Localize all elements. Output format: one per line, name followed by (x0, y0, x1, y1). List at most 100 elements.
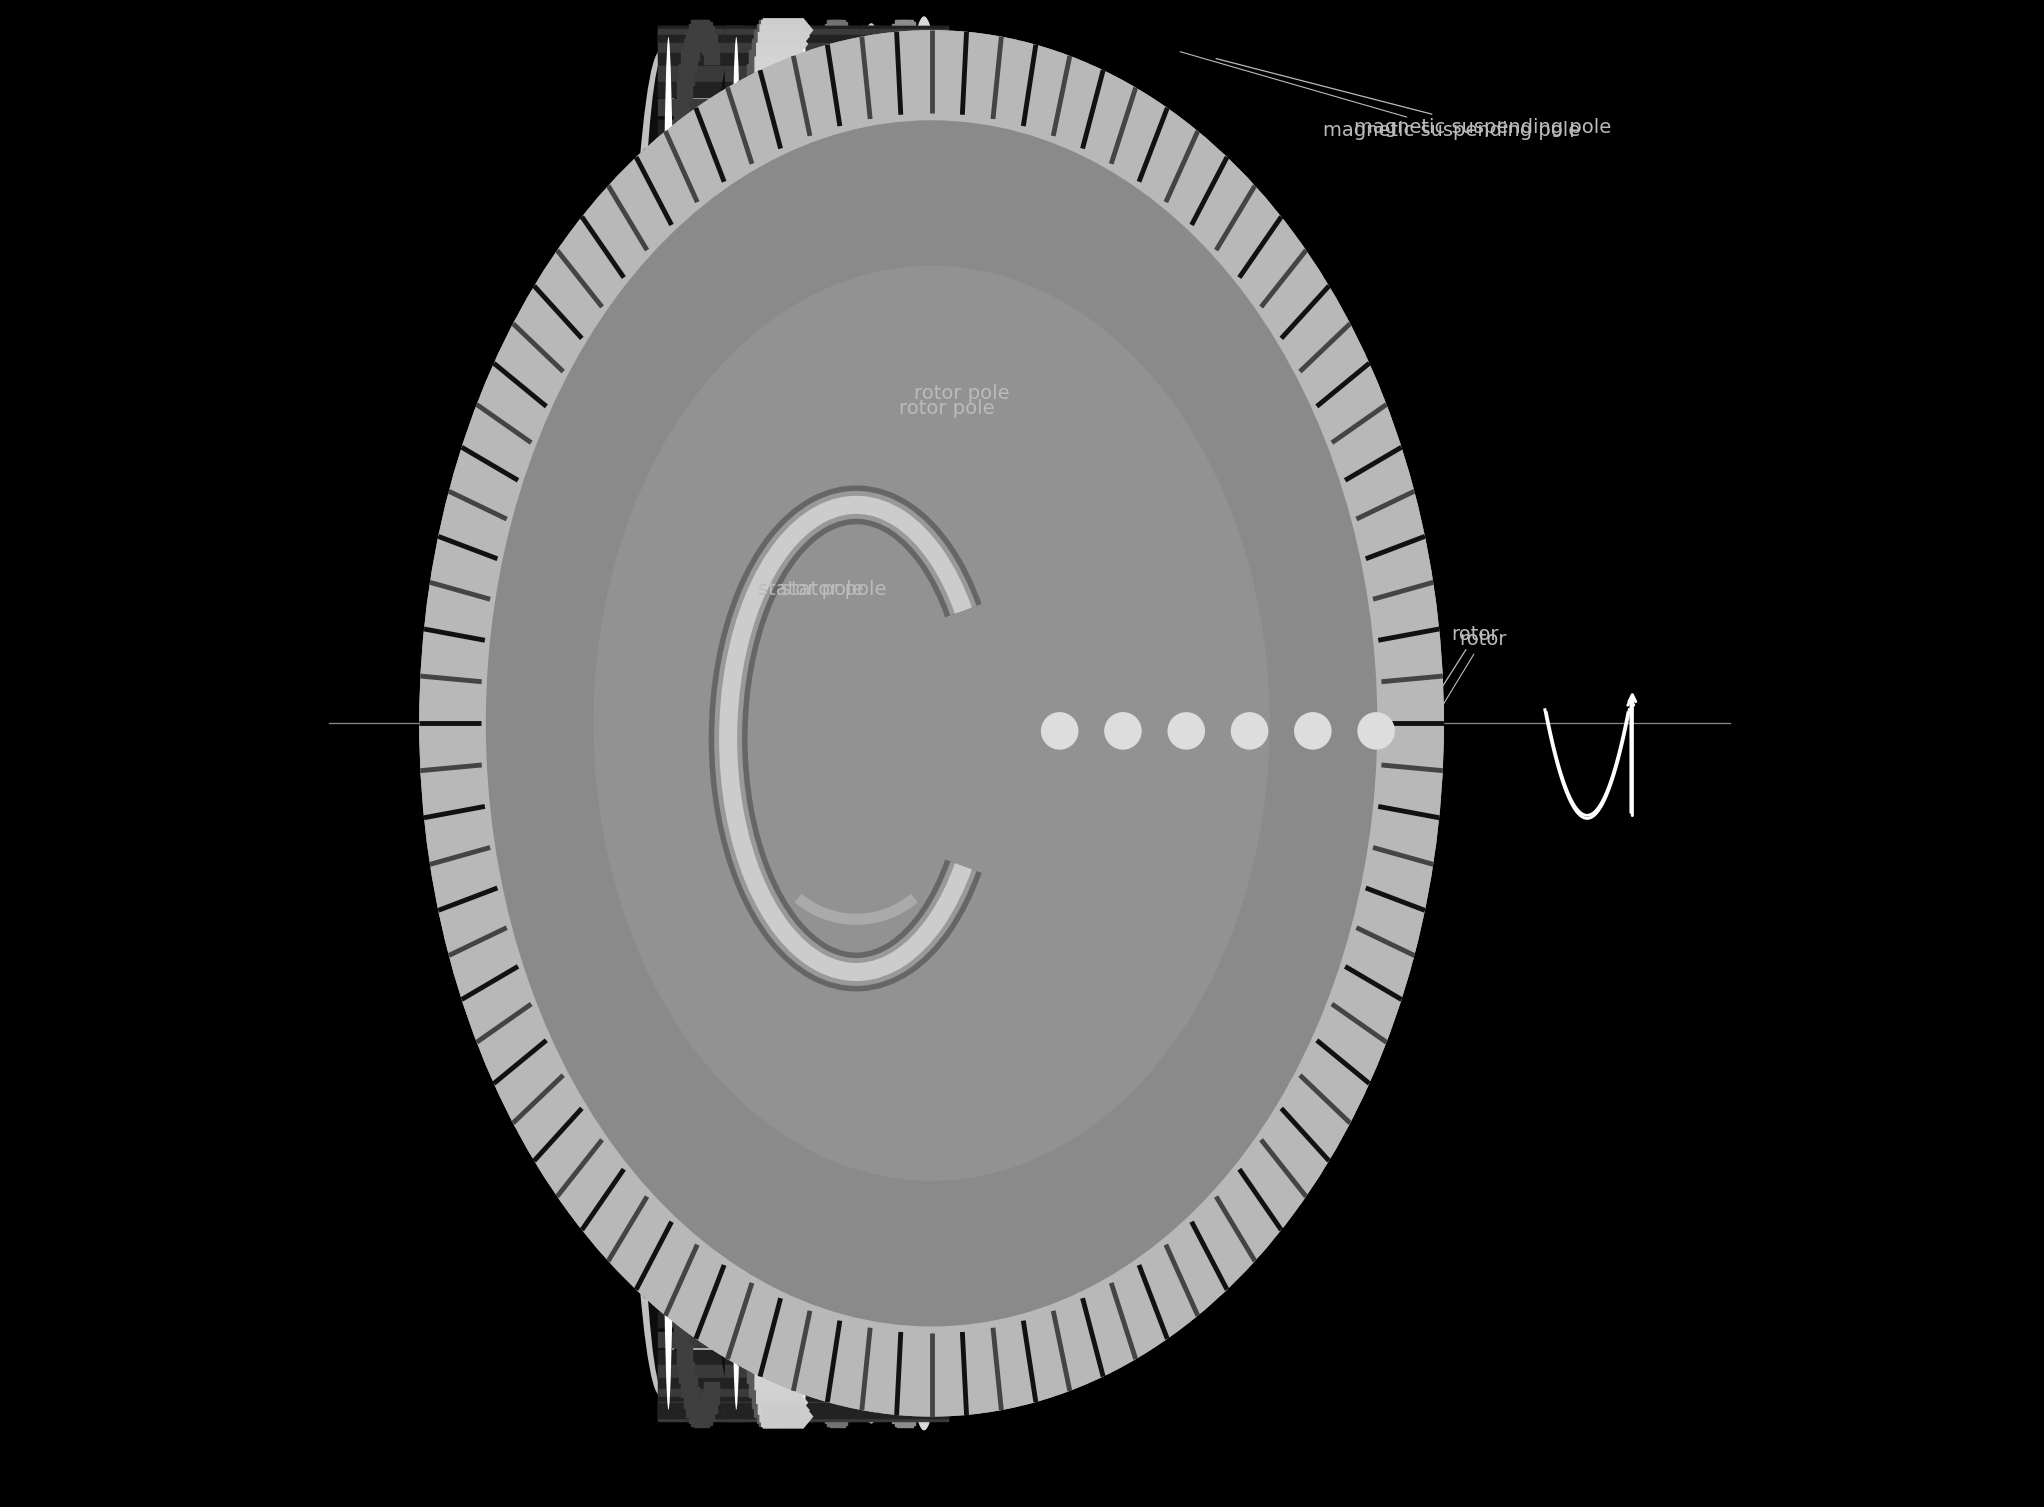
Bar (793, 508, 881, 523)
Bar (726, 222, 811, 237)
Bar (726, 166, 811, 182)
Bar (861, 716, 948, 731)
Polygon shape (756, 1380, 807, 1405)
Bar (726, 674, 811, 689)
Bar (883, 63, 897, 84)
Bar (793, 842, 881, 857)
Bar (789, 778, 803, 799)
Bar (856, 606, 871, 627)
Bar (658, 142, 744, 157)
Bar (869, 1228, 885, 1249)
Bar (662, 259, 677, 280)
Bar (793, 964, 881, 980)
Bar (658, 1405, 744, 1421)
Bar (793, 1365, 881, 1380)
Bar (789, 692, 803, 713)
Ellipse shape (652, 38, 750, 1409)
Bar (793, 1210, 881, 1225)
Polygon shape (756, 42, 807, 66)
Bar (658, 390, 744, 405)
Bar (658, 842, 744, 857)
Bar (719, 648, 736, 669)
Bar (858, 945, 873, 966)
Bar (736, 1257, 750, 1278)
Bar (746, 1362, 762, 1383)
Bar (818, 1376, 832, 1397)
Bar (861, 29, 948, 44)
Bar (726, 1264, 811, 1281)
Bar (658, 1210, 744, 1225)
Bar (856, 862, 873, 883)
Bar (830, 1406, 844, 1427)
Bar (738, 1282, 752, 1304)
Bar (861, 1402, 948, 1418)
Bar (867, 1166, 881, 1188)
Bar (889, 1395, 905, 1417)
Ellipse shape (728, 38, 803, 1409)
Bar (793, 1025, 807, 1046)
Bar (793, 1180, 881, 1195)
Bar (726, 1365, 811, 1380)
Bar (861, 166, 948, 182)
Bar (861, 924, 948, 939)
Ellipse shape (480, 113, 1382, 1334)
Bar (658, 589, 744, 604)
Bar (832, 1405, 848, 1426)
Bar (861, 549, 948, 564)
Bar (801, 1228, 818, 1249)
Bar (861, 1332, 948, 1347)
Bar (858, 521, 873, 543)
Bar (764, 1405, 779, 1426)
Bar (726, 1402, 811, 1418)
Bar (658, 549, 744, 564)
Bar (658, 1397, 744, 1412)
Bar (724, 440, 738, 461)
Bar (807, 1305, 824, 1326)
Bar (877, 99, 893, 121)
Polygon shape (746, 1255, 797, 1279)
Bar (889, 30, 905, 51)
Bar (822, 1395, 838, 1417)
Bar (726, 1405, 811, 1420)
Bar (726, 99, 811, 115)
Polygon shape (760, 1403, 811, 1427)
Polygon shape (738, 642, 787, 666)
Bar (838, 1392, 852, 1414)
Bar (861, 390, 948, 405)
Bar (861, 285, 948, 300)
Bar (861, 222, 948, 237)
Bar (740, 121, 754, 142)
Bar (722, 862, 736, 883)
Bar (791, 945, 805, 966)
Bar (861, 142, 948, 157)
Bar (793, 222, 881, 237)
Bar (703, 44, 719, 65)
Polygon shape (738, 781, 787, 805)
Bar (658, 1180, 744, 1195)
Bar (861, 99, 948, 115)
Bar (668, 169, 683, 190)
Bar (656, 1025, 672, 1046)
Bar (658, 285, 744, 300)
Ellipse shape (701, 57, 758, 1389)
Ellipse shape (419, 30, 1443, 1417)
Bar (793, 363, 809, 384)
Bar (703, 1382, 719, 1403)
Bar (861, 589, 948, 604)
Bar (732, 228, 748, 249)
Bar (726, 390, 811, 405)
Bar (861, 1313, 948, 1328)
Bar (861, 508, 948, 523)
Bar (654, 521, 668, 543)
Bar (658, 1041, 744, 1056)
Bar (801, 197, 818, 219)
Circle shape (1167, 719, 1206, 758)
Bar (793, 1402, 881, 1418)
Bar (697, 21, 711, 42)
Bar (883, 1362, 897, 1383)
Bar (861, 66, 948, 81)
Bar (658, 758, 744, 773)
Bar (793, 1332, 881, 1347)
Bar (726, 318, 811, 333)
Bar (766, 26, 783, 47)
